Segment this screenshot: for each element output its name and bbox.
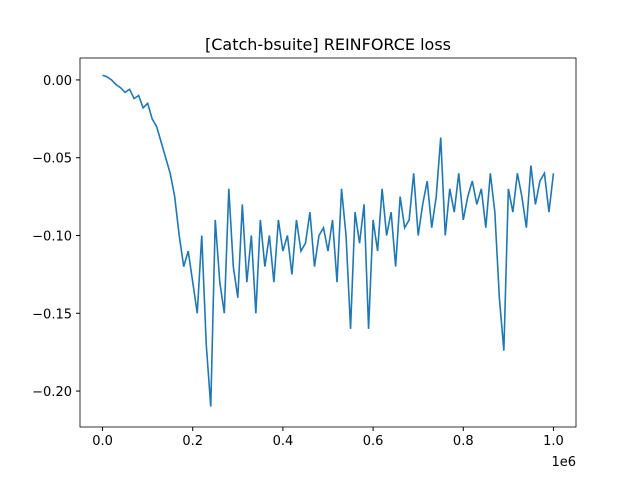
x-offset-label: 1e6 bbox=[551, 455, 576, 470]
x-tick-label: 1.0 bbox=[543, 434, 564, 449]
y-tick-label: 0.00 bbox=[43, 74, 72, 89]
plot-frame bbox=[79, 57, 577, 428]
y-tick-label: −0.20 bbox=[32, 385, 72, 400]
y-tick-label: −0.15 bbox=[32, 307, 72, 322]
x-tick-label: 0.8 bbox=[453, 434, 474, 449]
x-tick-label: 0.0 bbox=[92, 434, 113, 449]
y-tick-label: −0.10 bbox=[32, 229, 72, 244]
x-tick-label: 0.4 bbox=[273, 434, 294, 449]
y-tick-label: −0.05 bbox=[32, 152, 72, 167]
chart-title: [Catch-bsuite] REINFORCE loss bbox=[205, 35, 451, 54]
line-series bbox=[102, 74, 555, 407]
x-tick-label: 0.6 bbox=[363, 434, 384, 449]
x-tick-label: 0.2 bbox=[182, 434, 203, 449]
